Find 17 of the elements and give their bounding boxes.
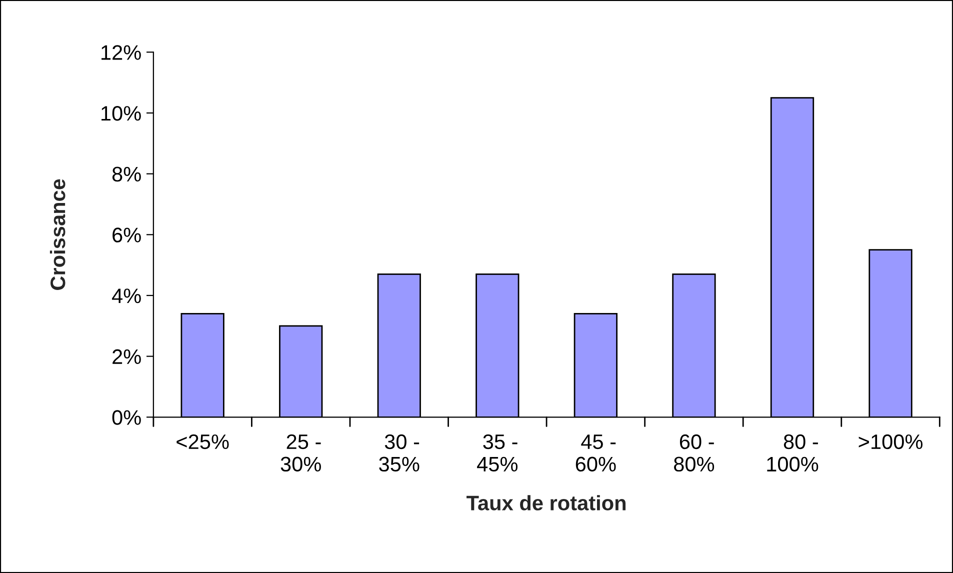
y-tick-label: 6% [112, 228, 141, 242]
x-tick-label: 80 - 100% [767, 434, 818, 472]
x-tick-label: 45 - 60% [576, 434, 616, 472]
y-tick-label: 4% [112, 288, 141, 304]
x-axis-title: Taux de rotation [466, 495, 626, 510]
y-tick-label: 0% [112, 410, 141, 425]
y-tick-label: 8% [112, 166, 141, 182]
y-tick-label: 12% [102, 45, 141, 60]
x-tick-label: 35 - 45% [477, 434, 518, 472]
x-tick-label: >100% [858, 434, 923, 450]
y-tick-label: 10% [102, 106, 141, 121]
x-tick-label: 25 - 30% [280, 434, 321, 472]
y-tick-label: 2% [112, 349, 141, 364]
x-tick-label: <25% [176, 434, 229, 450]
x-tick-label: 30 - 35% [379, 434, 420, 472]
x-tick-label: 60 - 80% [674, 434, 714, 472]
y-axis-title: Croissance [50, 179, 66, 290]
